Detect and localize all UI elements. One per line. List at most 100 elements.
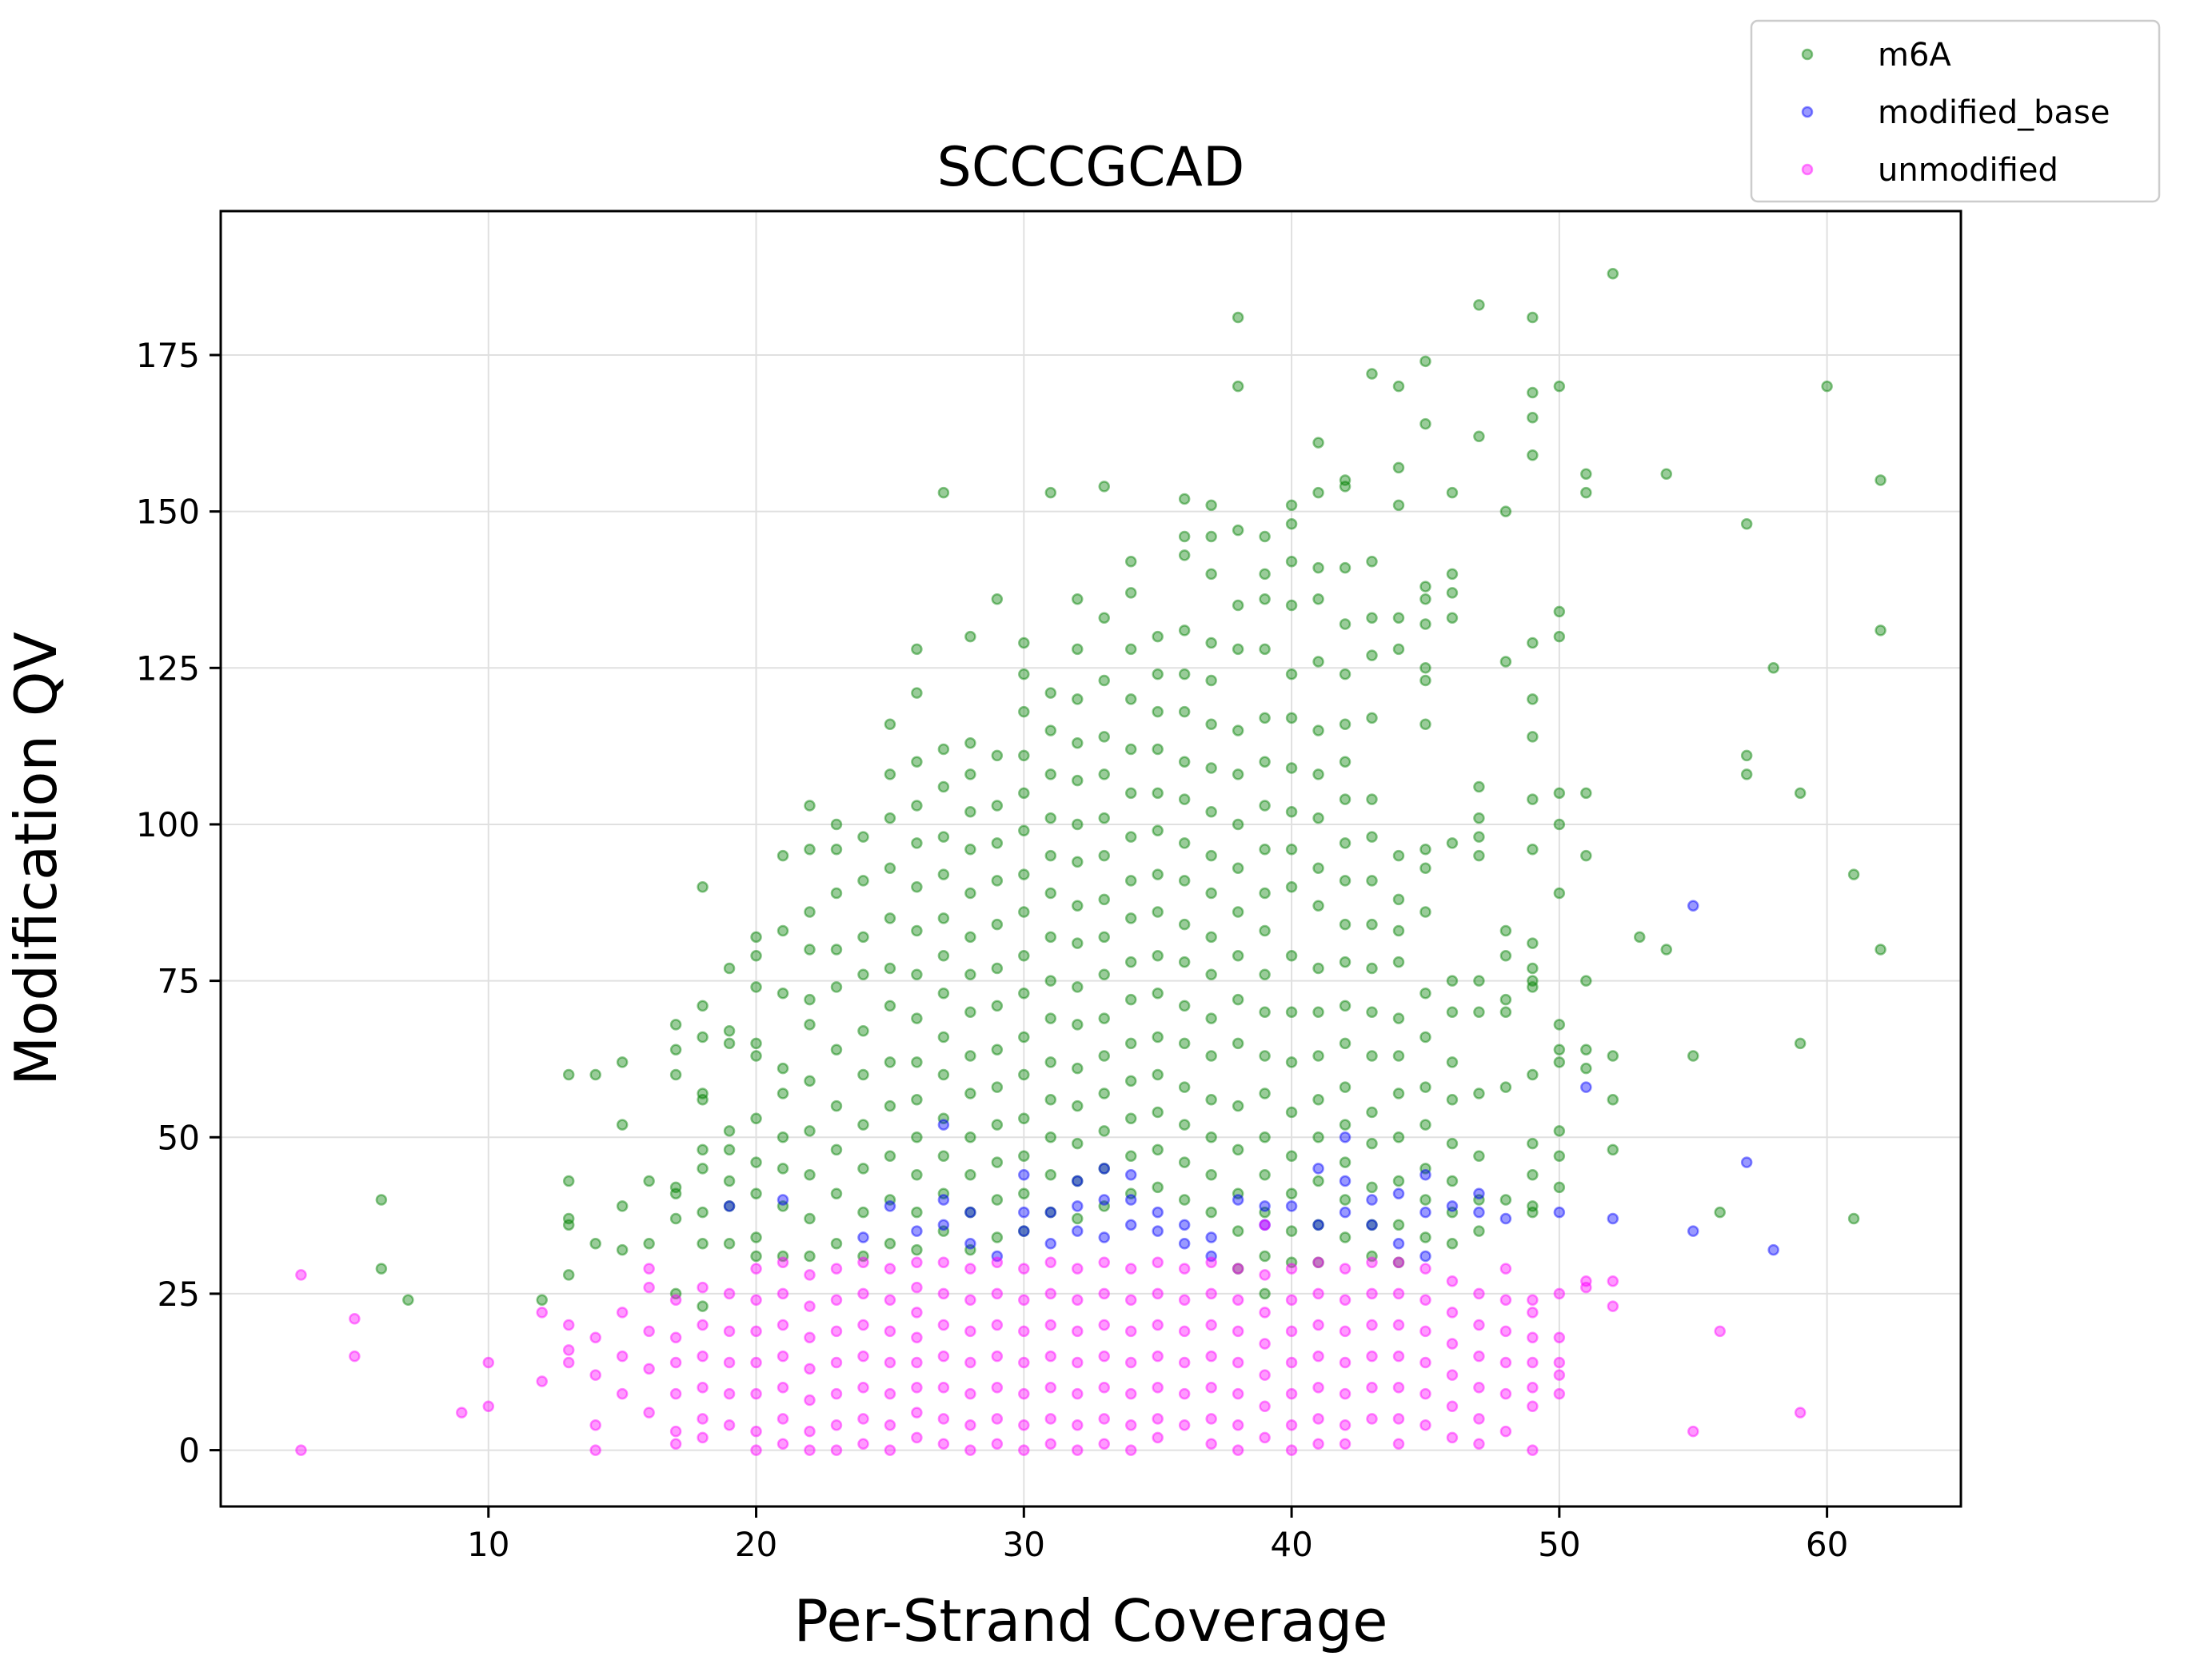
point-m6a (964, 1006, 976, 1018)
point-m6a (1553, 1056, 1566, 1068)
point-m6a (1098, 768, 1110, 780)
point-unmodified (1687, 1425, 1699, 1438)
point-unmodified (1072, 1444, 1084, 1456)
x-tick-label: 40 (1270, 1525, 1312, 1564)
point-m6a (911, 1131, 923, 1143)
point-m6a (750, 1156, 762, 1168)
point-m6a (1205, 636, 1217, 649)
point-m6a (1232, 1225, 1244, 1237)
point-m6a (777, 1200, 789, 1212)
point-unmodified (1232, 1325, 1244, 1338)
point-m6a (911, 924, 923, 937)
point-unmodified (777, 1413, 789, 1425)
point-m6a (830, 1238, 843, 1250)
point-unmodified (1205, 1287, 1217, 1300)
point-m6a (1259, 712, 1271, 724)
point-unmodified (777, 1382, 789, 1394)
point-m6a (884, 962, 896, 975)
point-unmodified (1124, 1294, 1137, 1306)
point-m6a (1205, 1131, 1217, 1143)
point-m6a (1232, 1187, 1244, 1199)
point-m6a (1527, 1200, 1539, 1212)
point-unmodified (1259, 1400, 1271, 1413)
point-m6a (1527, 412, 1539, 424)
point-m6a (1473, 831, 1485, 843)
point-modified-base (1044, 1238, 1057, 1250)
point-m6a (1875, 625, 1887, 636)
point-m6a (723, 1024, 736, 1037)
point-m6a (1205, 530, 1217, 543)
point-modified-base (1072, 1175, 1084, 1187)
point-m6a (1392, 1012, 1405, 1024)
point-m6a (1072, 981, 1084, 993)
point-m6a (1580, 1062, 1592, 1075)
point-unmodified (1098, 1413, 1110, 1425)
point-modified-base (1072, 1225, 1084, 1237)
point-m6a (750, 1187, 762, 1199)
point-unmodified (1419, 1387, 1431, 1400)
point-m6a (1259, 924, 1271, 937)
point-m6a (1392, 1219, 1405, 1231)
point-m6a (1446, 1175, 1459, 1187)
point-m6a (1232, 906, 1244, 918)
point-m6a (750, 981, 762, 993)
point-modified-base (1473, 1187, 1485, 1199)
point-m6a (750, 1050, 762, 1062)
point-modified-base (1098, 1231, 1110, 1243)
point-m6a (1232, 1263, 1244, 1275)
plot-frame (219, 210, 1962, 1508)
point-m6a (1419, 417, 1431, 430)
point-m6a (1044, 975, 1057, 987)
point-unmodified (1527, 1331, 1539, 1343)
point-m6a (1018, 1225, 1030, 1237)
point-unmodified (964, 1419, 976, 1431)
point-unmodified (1473, 1413, 1485, 1425)
point-m6a (857, 1068, 869, 1081)
point-m6a (697, 1094, 709, 1106)
point-m6a (857, 831, 869, 843)
point-m6a (1312, 1256, 1324, 1269)
point-m6a (1607, 1143, 1619, 1156)
point-m6a (1044, 812, 1057, 824)
point-unmodified (1499, 1325, 1512, 1338)
point-unmodified (830, 1263, 843, 1275)
point-m6a (1527, 1206, 1539, 1219)
point-m6a (1527, 1137, 1539, 1150)
point-unmodified (1098, 1287, 1110, 1300)
point-m6a (1339, 481, 1352, 493)
point-unmodified (804, 1444, 816, 1456)
point-unmodified (1527, 1444, 1539, 1456)
point-m6a (1553, 1044, 1566, 1055)
point-m6a (1339, 668, 1352, 680)
point-unmodified (1285, 1444, 1298, 1456)
point-m6a (1634, 931, 1646, 944)
point-unmodified (536, 1375, 548, 1387)
point-modified-base (1259, 1200, 1271, 1212)
point-m6a (1178, 1156, 1191, 1168)
point-unmodified (1259, 1269, 1271, 1281)
point-unmodified (884, 1325, 896, 1338)
point-m6a (1018, 1031, 1030, 1044)
point-m6a (1178, 956, 1191, 968)
point-unmodified (1499, 1263, 1512, 1275)
point-unmodified (1205, 1256, 1217, 1269)
point-unmodified (1178, 1294, 1191, 1306)
point-unmodified (1714, 1325, 1726, 1338)
point-unmodified (857, 1256, 869, 1269)
point-m6a (697, 1087, 709, 1099)
point-unmodified (964, 1356, 976, 1369)
point-m6a (723, 1238, 736, 1250)
point-unmodified (911, 1431, 923, 1444)
point-m6a (1044, 1131, 1057, 1143)
point-m6a (937, 486, 950, 499)
point-unmodified (857, 1287, 869, 1300)
point-m6a (1714, 1206, 1726, 1219)
point-m6a (1392, 643, 1405, 656)
point-m6a (830, 844, 843, 856)
point-m6a (1553, 887, 1566, 900)
point-m6a (1018, 988, 1030, 1000)
y-tick-label: 50 (158, 1118, 200, 1157)
point-m6a (964, 887, 976, 900)
point-m6a (1740, 749, 1753, 762)
point-m6a (1018, 1112, 1030, 1125)
